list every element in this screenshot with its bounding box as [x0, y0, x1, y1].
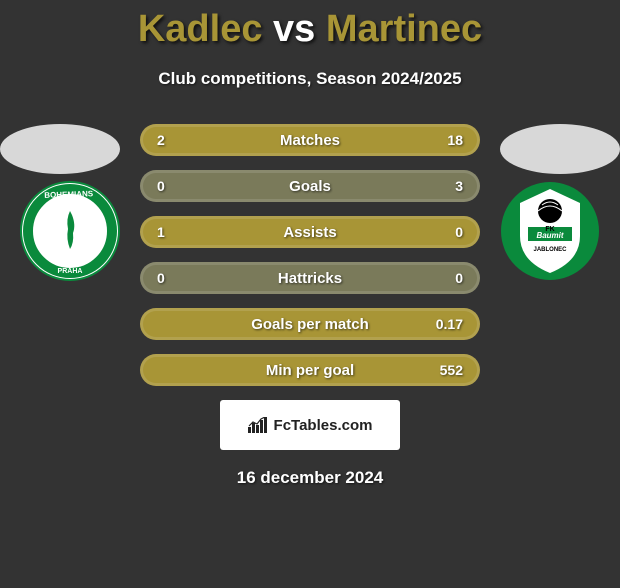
svg-text:JABLONEC: JABLONEC: [533, 247, 567, 253]
club-logo-right: FK Baumit JABLONEC: [500, 181, 600, 281]
svg-text:Baumit: Baumit: [536, 231, 563, 240]
stat-row-assists: 1 Assists 0: [140, 216, 480, 248]
stat-row-goals-per-match: Goals per match 0.17: [140, 308, 480, 340]
stat-left-value: 0: [157, 178, 187, 194]
stat-right-value: 0: [433, 270, 463, 286]
stat-label: Assists: [283, 224, 336, 241]
title-vs: vs: [273, 8, 315, 50]
source-badge: FcTables.com: [220, 400, 400, 450]
stat-label: Matches: [280, 132, 340, 149]
chart-icon: [248, 417, 268, 433]
stat-left-value: 2: [157, 132, 187, 148]
stat-left-value: 0: [157, 270, 187, 286]
stat-label: Min per goal: [266, 362, 354, 379]
date-text: 16 december 2024: [0, 468, 620, 488]
stat-right-value: 0.17: [433, 316, 463, 332]
stat-right-value: 0: [433, 224, 463, 240]
content-area: BOHEMIANS PRAHA FK Baumit JABLONEC 2 Mat…: [0, 124, 620, 488]
stats-list: 2 Matches 18 0 Goals 3 1 Assists 0 0 Hat…: [140, 124, 480, 386]
title-player1: Kadlec: [138, 8, 263, 50]
stat-row-goals: 0 Goals 3: [140, 170, 480, 202]
source-badge-inner: FcTables.com: [248, 417, 373, 434]
stat-left-value: 1: [157, 224, 187, 240]
bohemians-logo-icon: BOHEMIANS PRAHA: [20, 181, 120, 281]
stat-row-min-per-goal: Min per goal 552: [140, 354, 480, 386]
stat-row-matches: 2 Matches 18: [140, 124, 480, 156]
comparison-card: Kadlec vs Martinec Club competitions, Se…: [0, 8, 620, 488]
stat-label: Hattricks: [278, 270, 342, 287]
club-logo-left: BOHEMIANS PRAHA: [20, 181, 120, 281]
svg-text:PRAHA: PRAHA: [58, 268, 83, 275]
player2-avatar: [500, 124, 620, 174]
subtitle: Club competitions, Season 2024/2025: [0, 69, 620, 89]
stat-row-hattricks: 0 Hattricks 0: [140, 262, 480, 294]
title-player2: Martinec: [326, 8, 482, 50]
stat-right-value: 3: [433, 178, 463, 194]
svg-text:BOHEMIANS: BOHEMIANS: [44, 189, 94, 200]
stat-label: Goals: [289, 178, 331, 195]
stat-right-value: 18: [433, 132, 463, 148]
page-title: Kadlec vs Martinec: [0, 8, 620, 51]
source-text: FcTables.com: [274, 417, 373, 434]
player1-avatar: [0, 124, 120, 174]
stat-right-value: 552: [433, 362, 463, 378]
jablonec-logo-icon: FK Baumit JABLONEC: [500, 181, 600, 281]
stat-label: Goals per match: [251, 316, 369, 333]
